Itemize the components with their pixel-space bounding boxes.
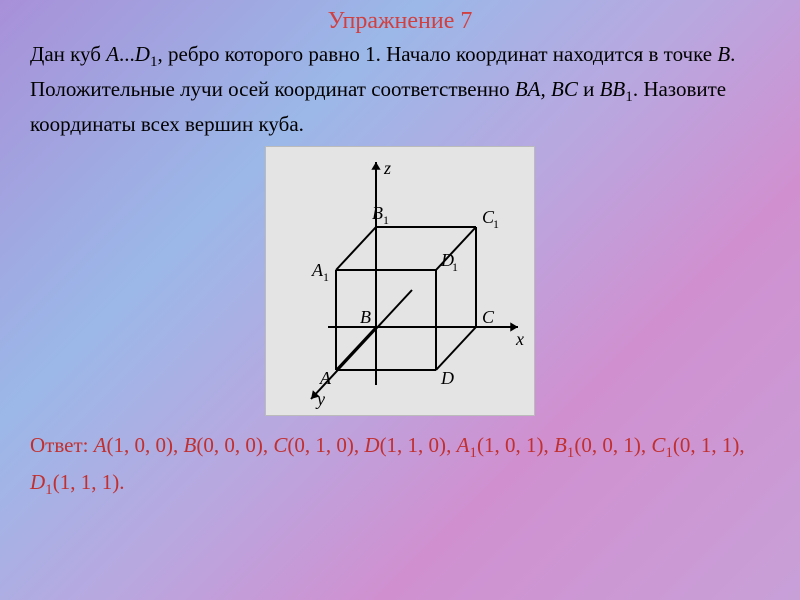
svg-text:1: 1 xyxy=(383,213,389,227)
sep-2: , xyxy=(263,433,274,457)
slide-title: Упражнение 7 xyxy=(30,8,770,35)
ans-A1: A xyxy=(457,433,470,457)
ans-v6: (1, 0, 1) xyxy=(477,433,544,457)
svg-text:1: 1 xyxy=(323,270,329,284)
svg-text:1: 1 xyxy=(452,260,458,274)
svg-text:z: z xyxy=(383,158,391,178)
ans-D1-sub: 1 xyxy=(45,482,53,498)
ans-v2: (1, 0, 0) xyxy=(107,433,174,457)
svg-text:D: D xyxy=(440,368,454,388)
ans-C: C xyxy=(273,433,287,457)
answer-text: Ответ: A(1, 0, 0), B(0, 0, 0), C(0, 1, 0… xyxy=(30,429,770,502)
ans-D: D xyxy=(364,433,379,457)
problem-D: D xyxy=(135,42,150,66)
sep-1: , xyxy=(173,433,184,457)
ans-end: . xyxy=(119,470,124,494)
svg-text:1: 1 xyxy=(493,217,499,231)
ans-v8: (0, 1, 1) xyxy=(673,433,740,457)
ans-D1: D xyxy=(30,470,45,494)
ans-v9: (1, 1, 1) xyxy=(53,470,120,494)
sep-7: , xyxy=(739,433,744,457)
ans-C1: C xyxy=(651,433,665,457)
svg-text:B: B xyxy=(372,203,383,223)
problem-A: A xyxy=(106,42,119,66)
sep-3: , xyxy=(354,433,365,457)
problem-BB-sub: 1 xyxy=(625,89,633,105)
problem-BABC: BA, BC xyxy=(515,77,578,101)
svg-text:x: x xyxy=(515,329,524,349)
problem-text: Дан куб A...D1, ребро которого равно 1. … xyxy=(30,39,770,140)
problem-t1: Дан куб xyxy=(30,42,106,66)
sep-5: , xyxy=(543,433,554,457)
ans-v5: (1, 1, 0) xyxy=(380,433,447,457)
problem-D-sub: 1 xyxy=(150,54,158,70)
sep-4: , xyxy=(446,433,457,457)
svg-text:A: A xyxy=(319,368,332,388)
ans-v7: (0, 0, 1) xyxy=(574,433,641,457)
svg-text:B: B xyxy=(360,307,371,327)
answer-label: Ответ: xyxy=(30,433,94,457)
ans-v4: (0, 1, 0) xyxy=(287,433,354,457)
ans-A1-sub: 1 xyxy=(469,445,477,461)
problem-t3: ... xyxy=(119,42,135,66)
ans-C1-sub: 1 xyxy=(665,445,673,461)
problem-BB: BB xyxy=(600,77,626,101)
problem-B: B xyxy=(717,42,730,66)
sep-6: , xyxy=(641,433,652,457)
cube-diagram: B1C1A1D1BCADxyz xyxy=(265,146,535,416)
ans-B1: B xyxy=(554,433,567,457)
problem-t9: и xyxy=(578,77,600,101)
svg-text:C: C xyxy=(482,307,495,327)
ans-A: A xyxy=(94,433,107,457)
ans-v3: (0, 0, 0) xyxy=(196,433,263,457)
svg-text:y: y xyxy=(315,389,325,409)
ans-B: B xyxy=(184,433,197,457)
problem-t5: , ребро которого равно 1. Начало координ… xyxy=(158,42,718,66)
